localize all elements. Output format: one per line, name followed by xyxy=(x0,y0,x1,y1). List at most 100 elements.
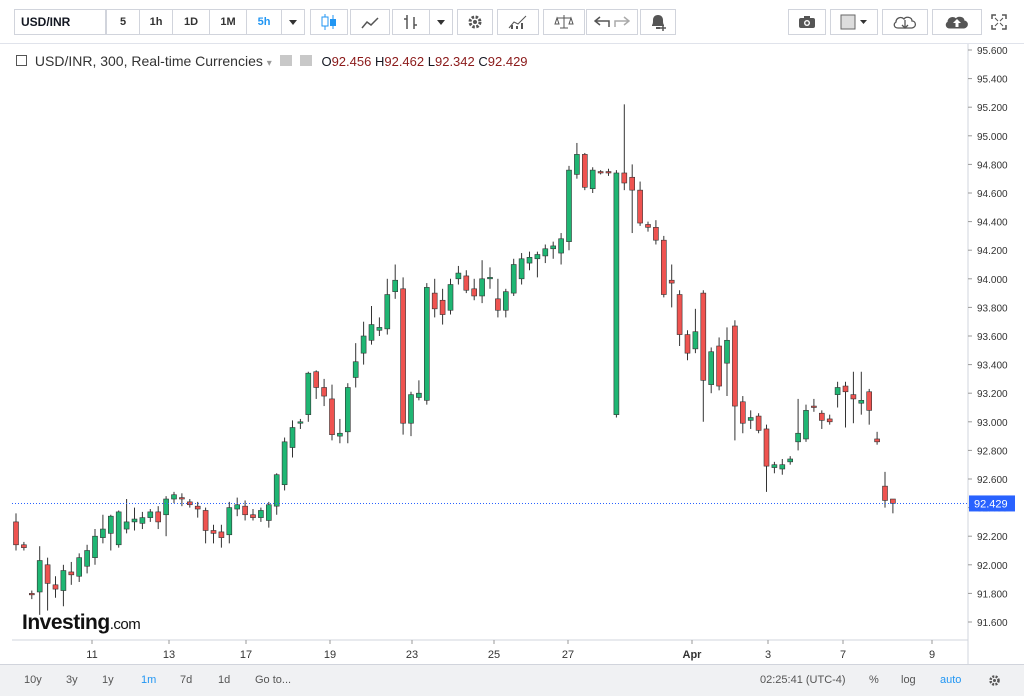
candle xyxy=(68,561,75,585)
candle-body xyxy=(771,464,778,468)
candle xyxy=(779,458,786,475)
candle xyxy=(155,506,161,530)
candle xyxy=(447,278,454,315)
range-10y[interactable]: 10y xyxy=(24,674,42,686)
price-tick-label: 93.400 xyxy=(977,361,1008,372)
price-tick-label: 92.200 xyxy=(977,532,1008,543)
range-1d[interactable]: 1d xyxy=(218,674,231,686)
candle-body xyxy=(526,257,533,264)
candle-body xyxy=(202,510,209,531)
candle xyxy=(92,529,98,565)
candle xyxy=(265,501,272,528)
candles-style-button[interactable] xyxy=(310,9,348,35)
candle xyxy=(495,278,501,318)
candle xyxy=(826,414,833,425)
candle-body xyxy=(376,327,383,331)
percent-scale-toggle[interactable]: % xyxy=(869,674,879,686)
candle-body xyxy=(858,400,865,404)
studies-button[interactable] xyxy=(497,9,539,35)
range-1m[interactable]: 1m xyxy=(141,674,157,686)
range-3y[interactable]: 3y xyxy=(66,674,78,686)
legend-title[interactable]: USD/INR, 300, Real-time Currencies xyxy=(34,53,263,69)
time-tick-label: 9 xyxy=(929,649,935,661)
symbol-search[interactable]: USD/INR xyxy=(14,9,106,35)
range-1y[interactable]: 1y xyxy=(102,674,114,686)
candle-body xyxy=(653,227,659,241)
candle-body xyxy=(84,550,90,567)
save-chart-button[interactable] xyxy=(932,9,982,35)
auto-scale-toggle[interactable]: auto xyxy=(940,674,962,686)
candle xyxy=(108,514,114,551)
candle-body xyxy=(739,401,746,424)
go-to-date-button[interactable]: Go to... xyxy=(255,674,292,686)
price-tick-label: 94.000 xyxy=(977,275,1008,286)
close-label: C xyxy=(478,54,488,69)
undo-redo-buttons[interactable] xyxy=(586,9,638,35)
logo-main: Investing xyxy=(22,611,110,634)
line-style-button[interactable] xyxy=(350,9,390,35)
candle xyxy=(376,317,383,336)
time-tick-label: 19 xyxy=(324,649,336,661)
eye-icon[interactable] xyxy=(279,54,292,66)
color-theme-button[interactable] xyxy=(830,9,878,35)
candle-body xyxy=(265,504,272,521)
candle-body xyxy=(471,288,478,297)
candle xyxy=(289,420,296,458)
candle-body xyxy=(803,410,809,440)
candle xyxy=(510,258,517,296)
candle xyxy=(550,241,557,259)
price-axis[interactable]: 95.600 95.400 95.200 95.000 94.800 94.600 94.4… xyxy=(968,46,1008,629)
screenshot-button[interactable] xyxy=(788,9,826,35)
price-tick-label: 94.200 xyxy=(977,246,1008,257)
candle-body xyxy=(210,530,217,534)
settings-button[interactable] xyxy=(457,9,493,35)
price-tick-label: 93.600 xyxy=(977,332,1008,343)
interval-dropdown-button[interactable] xyxy=(281,9,305,35)
candle-body xyxy=(811,405,817,408)
price-tick-label: 91.800 xyxy=(977,589,1008,600)
fullscreen-button[interactable] xyxy=(986,9,1012,35)
candle xyxy=(463,270,470,294)
candle-body xyxy=(534,254,541,260)
time-axis[interactable]: 11 13 17 19 23 25 27 Apr 3 7 9 xyxy=(86,640,935,661)
candle-body xyxy=(795,432,801,443)
candle-body xyxy=(518,258,525,280)
candle xyxy=(84,544,90,574)
indicators-dropdown-button[interactable] xyxy=(429,9,453,35)
candle-body xyxy=(716,345,722,387)
candle-body xyxy=(818,412,825,421)
candle-body xyxy=(52,584,59,590)
candle xyxy=(408,391,414,437)
candle xyxy=(574,142,580,179)
price-tick-label: 94.800 xyxy=(977,160,1008,171)
candle-body xyxy=(155,511,161,523)
candle xyxy=(28,590,35,600)
candle xyxy=(226,501,233,544)
clock[interactable]: 02:25:41 (UTC-4) xyxy=(760,674,846,686)
candle xyxy=(60,564,67,607)
candle-body xyxy=(139,517,146,524)
range-7d[interactable]: 7d xyxy=(180,674,193,686)
candle xyxy=(526,251,533,271)
candle xyxy=(732,320,738,441)
candle xyxy=(471,278,478,301)
load-chart-button[interactable] xyxy=(882,9,928,35)
price-chart[interactable]: 95.600 95.400 95.200 95.000 94.800 94.600 94.4… xyxy=(0,0,1024,664)
candle-body xyxy=(732,325,738,407)
candle-body xyxy=(455,272,462,280)
candle xyxy=(558,233,564,265)
legend-dropdown-icon[interactable]: ▾ xyxy=(266,58,272,69)
price-tick-label: 91.600 xyxy=(977,618,1008,629)
candle-body xyxy=(321,387,327,397)
collapse-legend-icon[interactable] xyxy=(16,54,27,66)
gear-icon[interactable] xyxy=(299,54,312,66)
compare-button[interactable] xyxy=(543,9,585,35)
candle-body xyxy=(629,176,636,191)
candle-body xyxy=(163,498,169,516)
log-scale-toggle[interactable]: log xyxy=(901,674,916,686)
alert-button[interactable] xyxy=(640,9,676,35)
candle-body xyxy=(542,248,549,257)
chart-pane xyxy=(12,44,968,664)
last-price-tag-bg xyxy=(969,495,1015,512)
gear-icon[interactable] xyxy=(988,674,1001,687)
